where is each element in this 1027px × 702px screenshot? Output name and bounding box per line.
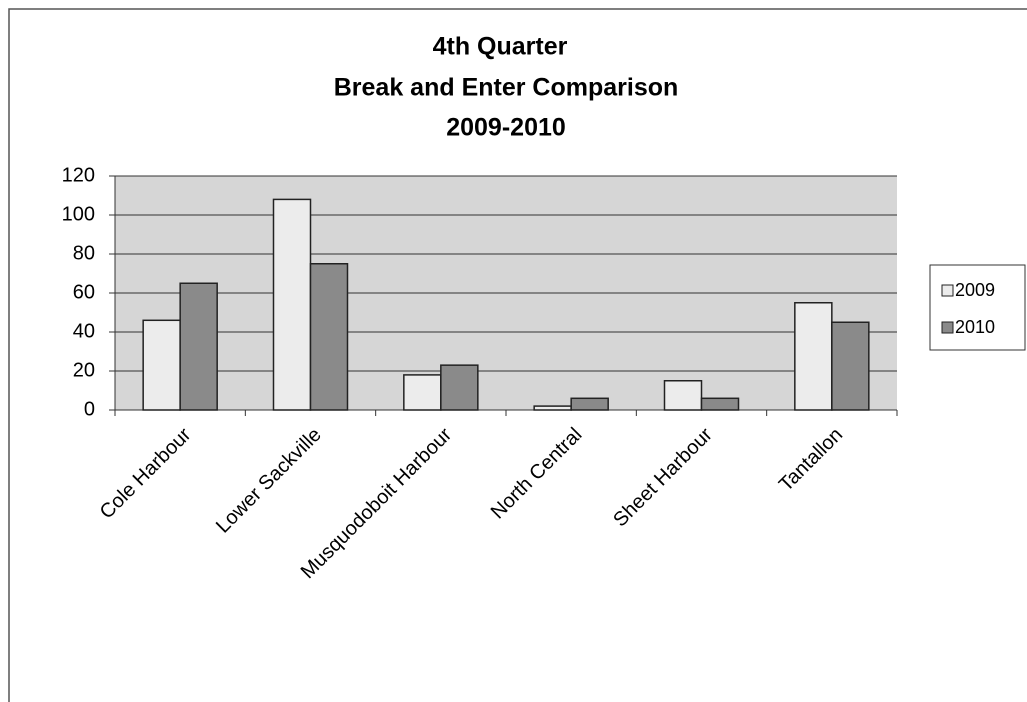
bar	[309, 263, 349, 411]
bar	[831, 321, 870, 411]
chart-title: Break and Enter Comparison	[334, 74, 679, 102]
legend-swatch	[941, 321, 954, 334]
bar	[794, 302, 833, 411]
y-tick-label: 0	[84, 398, 95, 420]
bar	[570, 397, 609, 411]
bar	[663, 380, 703, 411]
y-tick-label: 120	[62, 164, 95, 186]
y-tick-label: 100	[62, 203, 95, 225]
y-tick-label: 80	[73, 242, 95, 264]
chart-title: 4th Quarter	[433, 33, 568, 61]
legend-swatch	[941, 284, 954, 297]
legend	[929, 264, 1026, 351]
bar	[142, 319, 181, 411]
y-tick-label: 60	[73, 281, 95, 303]
chart-title: 2009-2010	[446, 114, 566, 142]
bar	[403, 374, 442, 411]
bar	[440, 364, 479, 411]
bar	[272, 198, 312, 411]
bar	[179, 282, 218, 411]
legend-label: 2010	[955, 317, 995, 337]
y-tick-label: 20	[73, 359, 95, 381]
y-tick-label: 40	[73, 320, 95, 342]
bar	[533, 405, 572, 411]
bar	[700, 397, 740, 411]
legend-label: 2009	[955, 280, 995, 300]
